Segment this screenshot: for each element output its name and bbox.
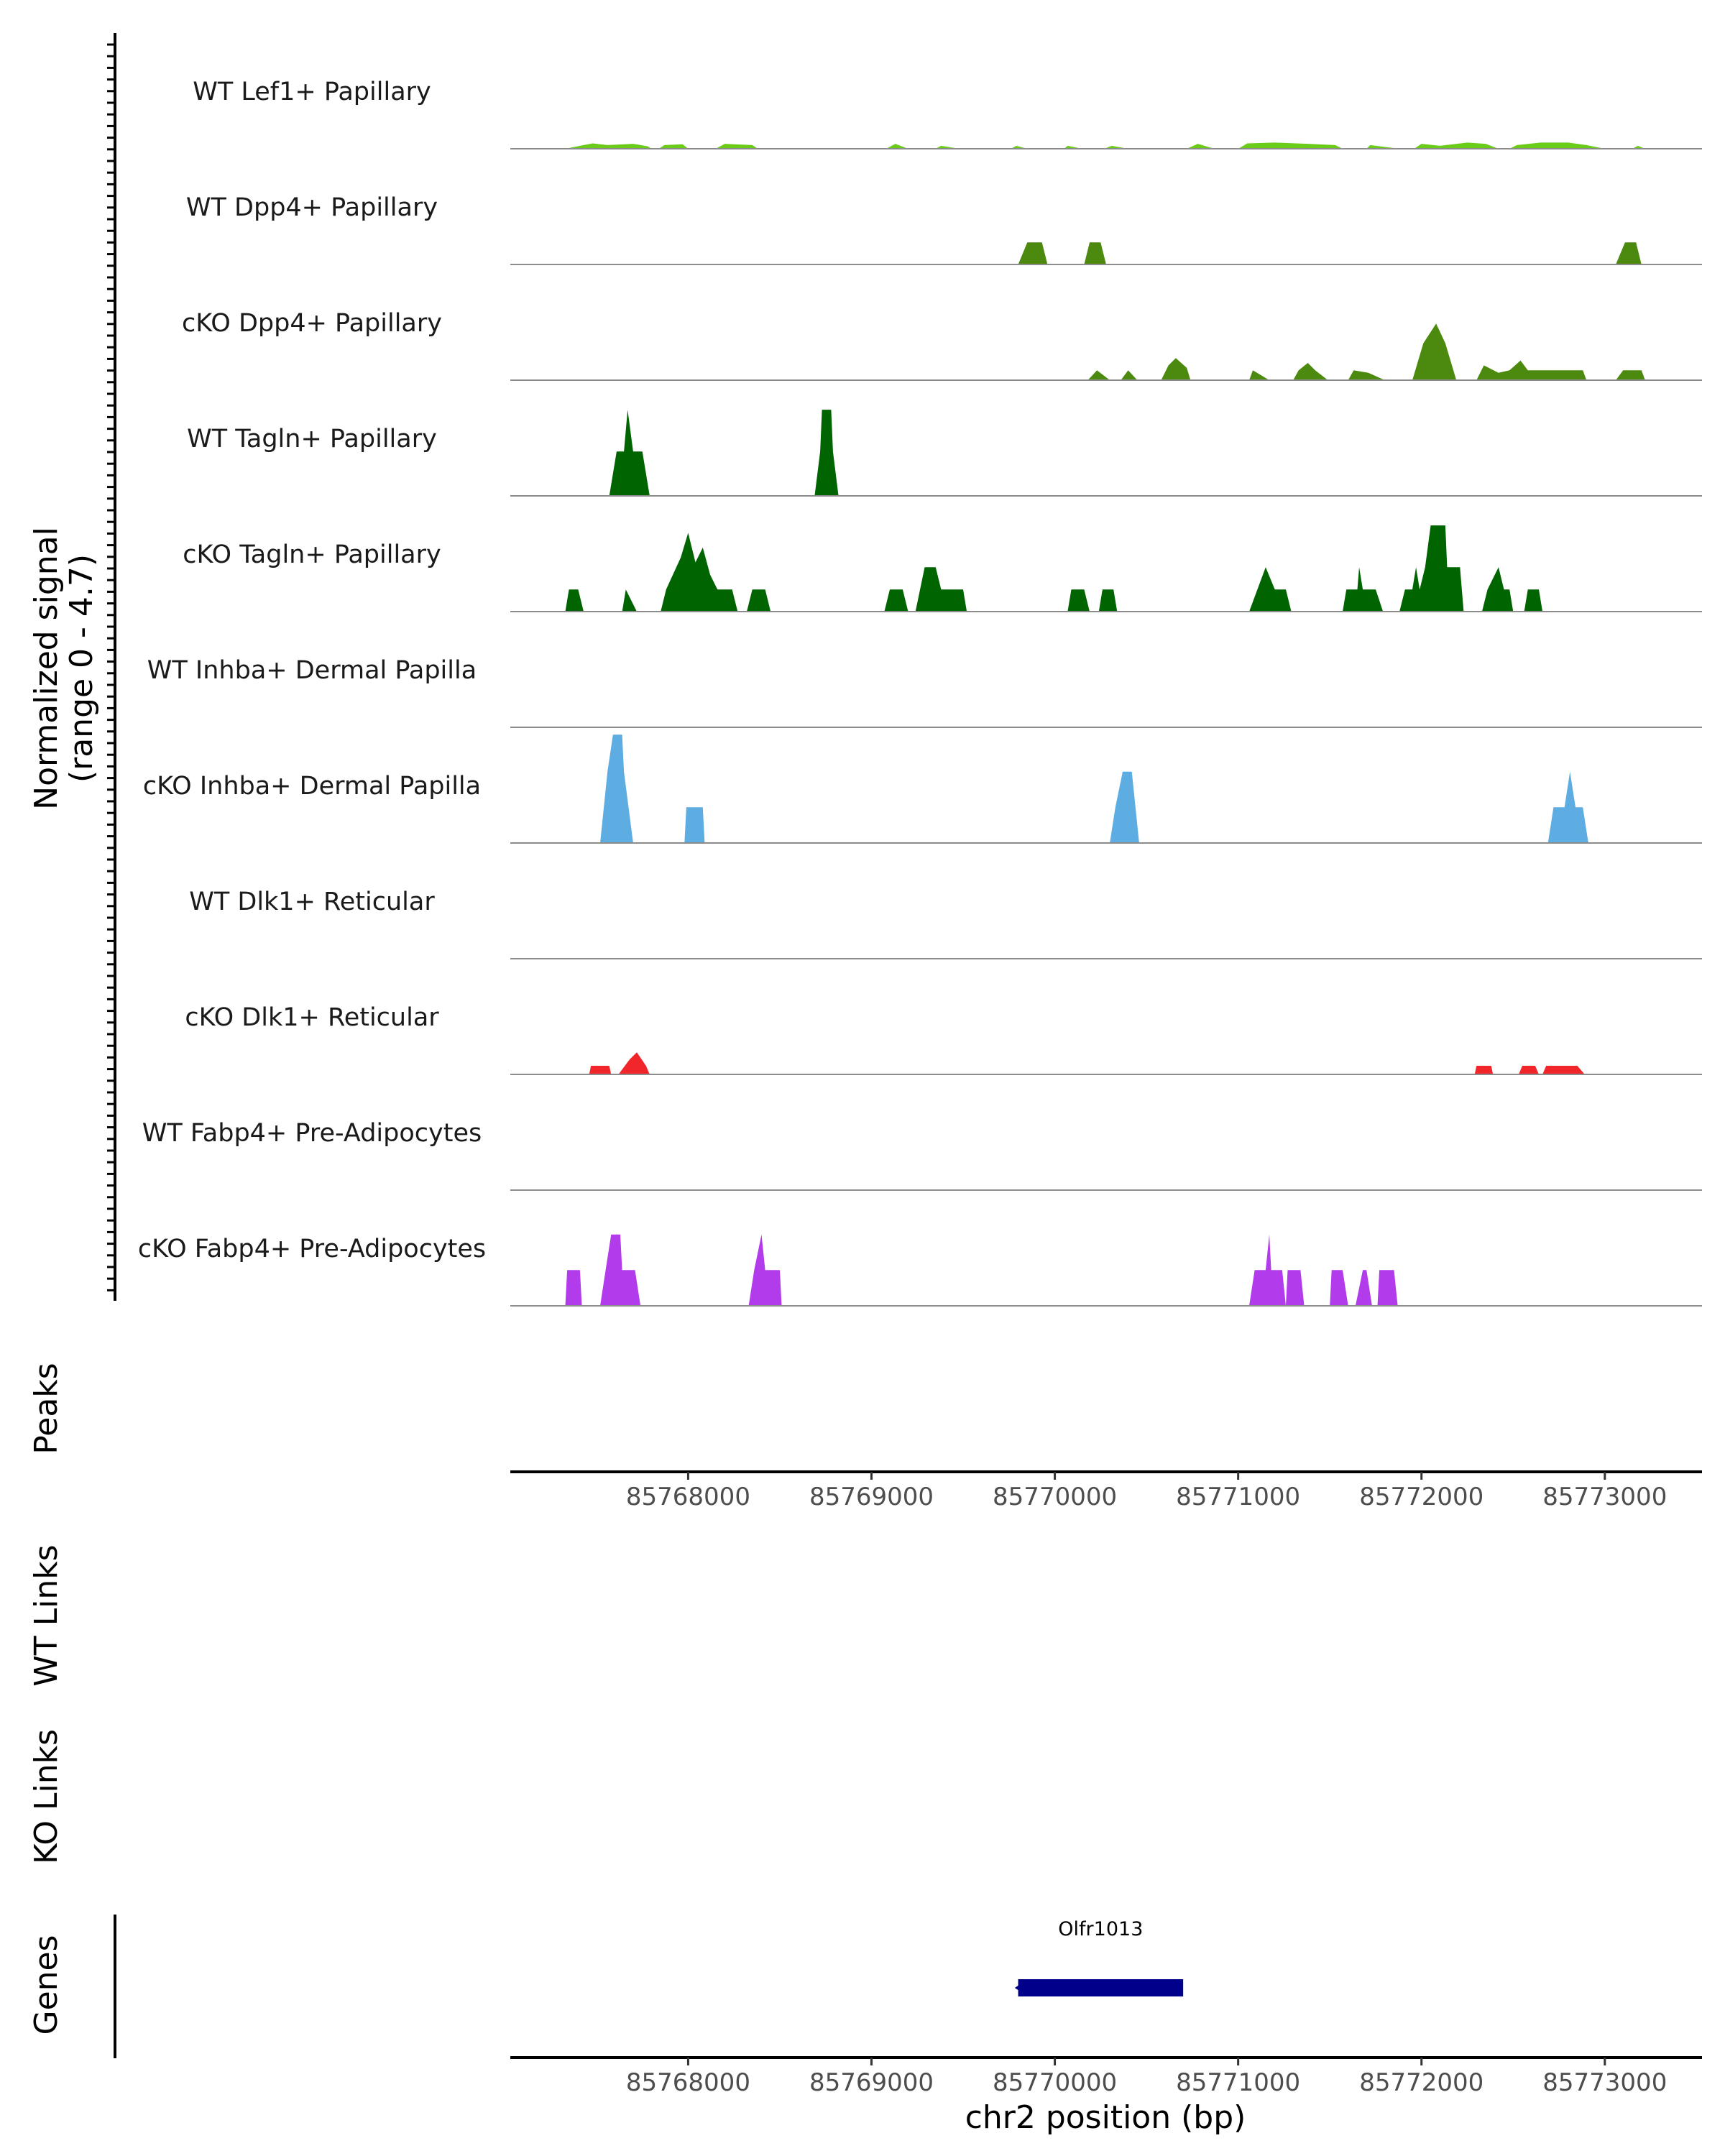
track-9: cKO Dlk1+ Reticular (185, 1003, 1702, 1075)
x-tick-label: 85771000 (1176, 2068, 1300, 2097)
track-label: cKO Inhba+ Dermal Papilla (143, 772, 481, 801)
coverage-tracks: WT Lef1+ Papillary WT Dpp4+ Papillary cKO … (138, 78, 1702, 1307)
track-7: cKO Inhba+ Dermal Papilla (143, 734, 1702, 844)
coverage-area (1087, 323, 1645, 380)
track-label: WT Dpp4+ Papillary (186, 193, 438, 222)
coverage-area (565, 525, 1543, 612)
track-label: WT Lef1+ Papillary (193, 78, 431, 106)
wt-links-panel-label: WT Links (28, 1544, 65, 1686)
coverage-ylabel-range: (range 0 - 4.7) (63, 554, 100, 783)
x-tick-label: 85769000 (809, 1483, 934, 1511)
genes-panel-label: Genes (28, 1935, 65, 2035)
x-tick-label: 85773000 (1542, 1483, 1667, 1511)
x-tick-label: 85768000 (626, 1483, 750, 1511)
gene-annotations: Olfr1013 (1014, 1918, 1184, 1996)
x-tick-label: 85770000 (993, 2068, 1117, 2097)
track-label: WT Fabp4+ Pre-Adipocytes (142, 1119, 482, 1148)
track-label: cKO Dpp4+ Papillary (182, 309, 442, 338)
track-11: cKO Fabp4+ Pre-Adipocytes (138, 1234, 1702, 1307)
x-tick-label: 85770000 (993, 1483, 1117, 1511)
track-4: WT Tagln+ Papillary (187, 410, 1702, 497)
gene-body (1018, 1979, 1184, 1996)
ko-links-panel-label: KO Links (28, 1729, 65, 1864)
coverage-area (600, 734, 1588, 843)
peaks-panel-label: Peaks (28, 1363, 65, 1454)
track-label: WT Inhba+ Dermal Papilla (147, 656, 477, 685)
track-8: WT Dlk1+ Reticular (189, 888, 1702, 959)
gene-label: Olfr1013 (1058, 1918, 1143, 1940)
track-3: cKO Dpp4+ Papillary (182, 309, 1702, 381)
track-6: WT Inhba+ Dermal Papilla (147, 656, 1702, 728)
coverage-area (589, 1052, 1585, 1074)
coverage-ylabel: Normalized signal (28, 527, 65, 810)
track-label: cKO Fabp4+ Pre-Adipocytes (138, 1235, 486, 1263)
x-tick-label: 85768000 (626, 2068, 750, 2097)
track-label: cKO Tagln+ Papillary (183, 540, 441, 569)
coverage-y-ticks (107, 43, 115, 1291)
track-1: WT Lef1+ Papillary (193, 78, 1702, 149)
coverage-area (1018, 242, 1642, 264)
genes-x-axis-ticks: 85768000 85769000 85770000 85771000 85772000… (626, 2058, 1667, 2097)
coverage-area (565, 142, 1645, 149)
strand-arrow-icon (1014, 1981, 1026, 1995)
x-axis-title: chr2 position (bp) (965, 2099, 1246, 2136)
x-tick-label: 85772000 (1359, 1483, 1484, 1511)
track-label: WT Dlk1+ Reticular (189, 888, 435, 916)
x-tick-label: 85771000 (1176, 1483, 1300, 1511)
x-tick-label: 85773000 (1542, 2068, 1667, 2097)
x-tick-label: 85772000 (1359, 2068, 1484, 2097)
track-label: cKO Dlk1+ Reticular (185, 1003, 439, 1032)
peaks-x-axis-ticks: 85768000 85769000 85770000 85771000 85772000… (626, 1472, 1667, 1511)
coverage-area (609, 410, 839, 496)
track-10: WT Fabp4+ Pre-Adipocytes (142, 1119, 1702, 1191)
track-5: cKO Tagln+ Papillary (183, 525, 1702, 612)
track-2: WT Dpp4+ Papillary (186, 193, 1702, 265)
x-tick-label: 85769000 (809, 2068, 934, 2097)
coverage-area (565, 1234, 1398, 1306)
track-label: WT Tagln+ Papillary (187, 425, 437, 453)
